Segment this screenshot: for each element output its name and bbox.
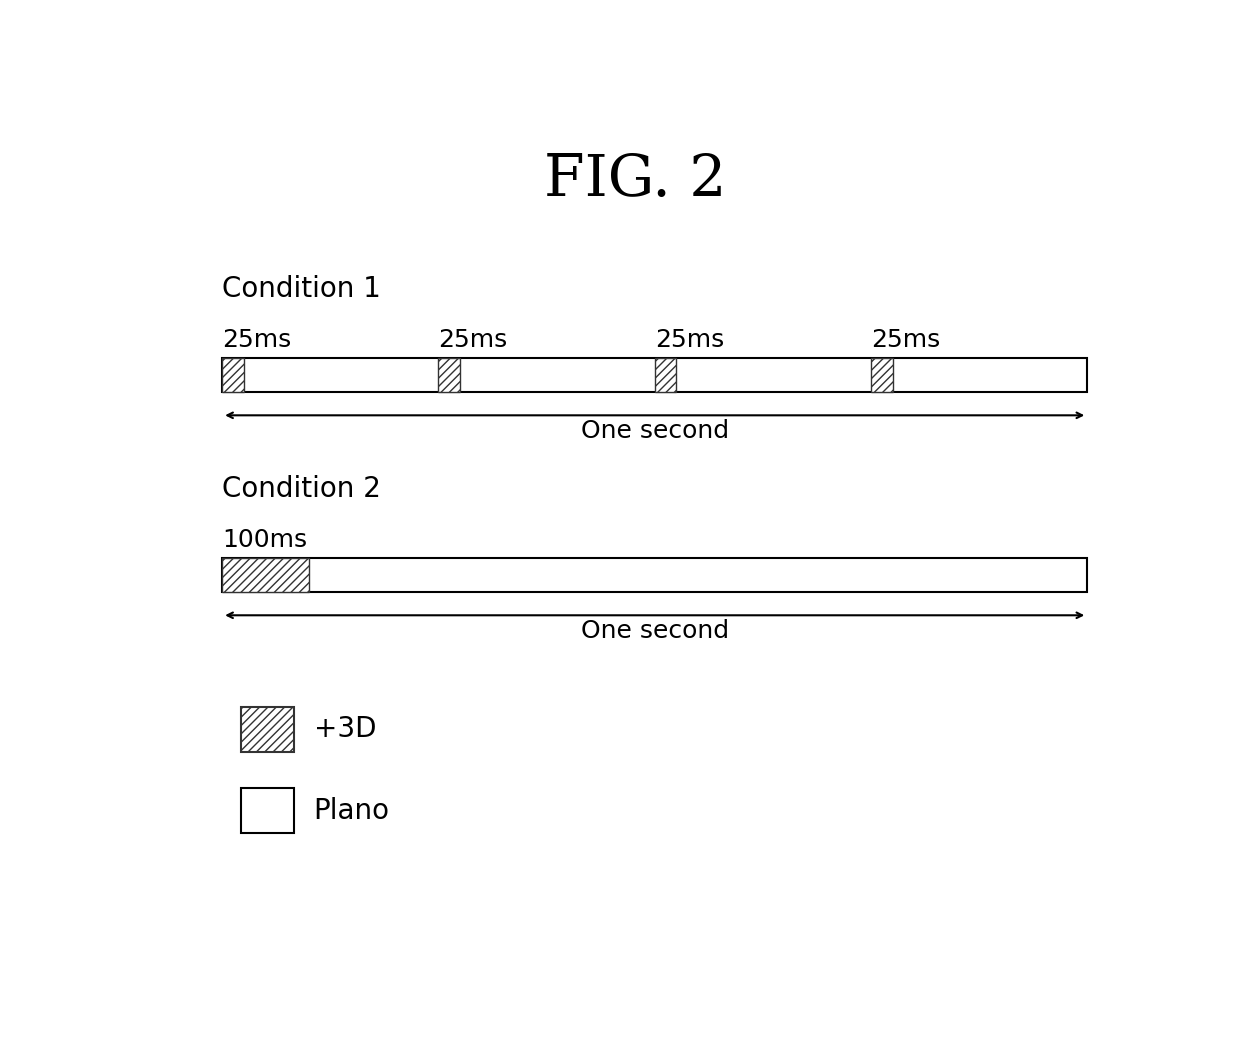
Text: 25ms: 25ms [439, 328, 507, 352]
Bar [439, 358, 460, 392]
Text: 25ms: 25ms [870, 328, 940, 352]
Text: Plano: Plano [314, 797, 389, 825]
Bar [242, 789, 294, 833]
Text: 25ms: 25ms [222, 328, 291, 352]
Text: +3D: +3D [314, 716, 376, 743]
Bar [655, 358, 676, 392]
Text: Condition 2: Condition 2 [222, 475, 381, 502]
Bar [870, 358, 893, 392]
Bar [222, 559, 1087, 593]
Bar [222, 559, 309, 593]
Bar [222, 358, 244, 392]
Bar [222, 358, 1087, 392]
Bar [242, 707, 294, 752]
Text: Condition 1: Condition 1 [222, 275, 381, 303]
Text: One second: One second [580, 619, 729, 642]
Text: One second: One second [580, 419, 729, 443]
Text: 100ms: 100ms [222, 528, 308, 551]
Text: 25ms: 25ms [655, 328, 724, 352]
Text: FIG. 2: FIG. 2 [544, 153, 727, 208]
